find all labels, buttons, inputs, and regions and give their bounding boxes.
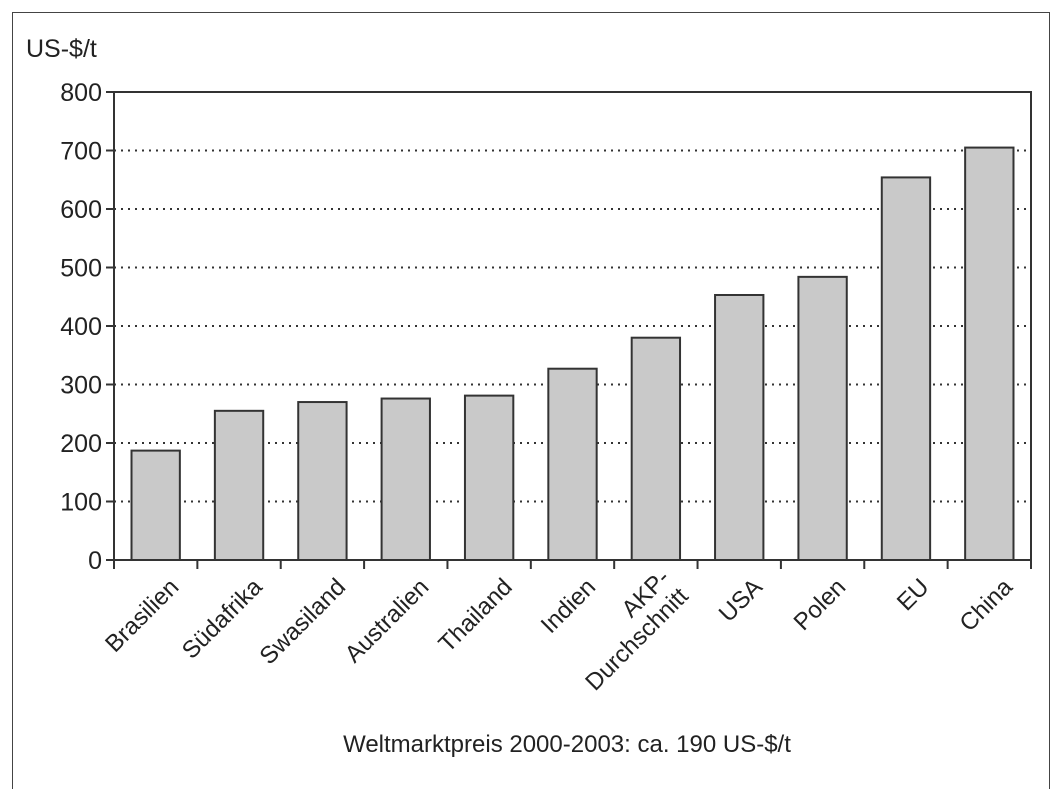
gridlines xyxy=(114,149,1031,503)
x-tick-label: Brasilien xyxy=(100,574,184,658)
y-tick-labels: 0 100 200 300 400 500 600 700 800 xyxy=(60,79,102,575)
y-axis-unit-label: US-$/t xyxy=(26,35,97,63)
bar xyxy=(297,401,348,561)
bar xyxy=(380,397,431,562)
x-tick-label: Swasiland xyxy=(255,574,351,670)
y-tick-label: 700 xyxy=(60,138,102,166)
y-tick-label: 800 xyxy=(60,79,102,107)
bar xyxy=(714,293,765,561)
axes xyxy=(106,91,1032,569)
x-tick-label: Australien xyxy=(340,574,435,669)
y-tick-label: 600 xyxy=(60,196,102,224)
y-tick-label: 500 xyxy=(60,255,102,283)
bar xyxy=(797,275,848,561)
bar xyxy=(213,409,265,562)
bars xyxy=(130,146,1015,562)
y-tick-label: 300 xyxy=(60,372,102,400)
bar xyxy=(130,449,181,562)
chart-caption: Weltmarktpreis 2000-2003: ca. 190 US-$/t xyxy=(343,731,791,758)
x-tick-label: EU xyxy=(892,574,935,617)
y-tick-label: 200 xyxy=(60,430,102,458)
x-tick-label: Polen xyxy=(789,574,852,637)
x-tick-label: Thailand xyxy=(434,574,518,658)
x-tick-label: USA xyxy=(714,574,768,628)
figure-frame xyxy=(12,12,1050,789)
x-tick-label: Indien xyxy=(536,574,601,639)
y-tick-label: 100 xyxy=(60,489,102,517)
bar xyxy=(880,176,932,561)
y-tick-label: 0 xyxy=(88,547,102,575)
bar xyxy=(630,336,682,562)
bar xyxy=(547,367,598,561)
x-tick-label: China xyxy=(954,573,1018,637)
y-tick-label: 400 xyxy=(60,313,102,341)
bar xyxy=(964,146,1015,561)
bar xyxy=(463,394,515,561)
